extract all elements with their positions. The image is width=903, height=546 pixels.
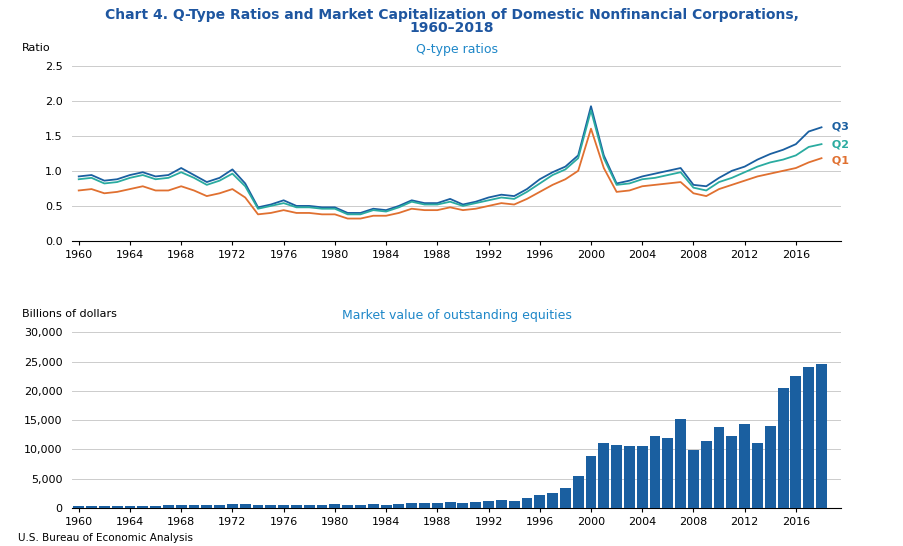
Bar (559, 488, 570, 508)
Text: 1960–2018: 1960–2018 (409, 21, 494, 35)
Text: Market value of outstanding equities: Market value of outstanding equities (341, 310, 571, 323)
Bar (777, 388, 787, 508)
Bar (175, 505, 186, 508)
Bar (150, 506, 161, 508)
Text: Ratio: Ratio (23, 43, 51, 53)
Bar (496, 500, 507, 508)
Bar (623, 446, 634, 508)
Bar (649, 436, 660, 508)
Bar (444, 502, 455, 508)
Bar (329, 505, 340, 508)
Bar (252, 505, 263, 508)
Bar (470, 502, 480, 508)
Bar (163, 505, 173, 508)
Bar (508, 501, 519, 508)
Bar (98, 506, 109, 508)
Bar (546, 492, 557, 508)
Bar (316, 505, 327, 508)
Bar (675, 419, 685, 508)
Text: Billions of dollars: Billions of dollars (23, 310, 117, 319)
Text: Q3: Q3 (827, 122, 848, 132)
Bar (239, 504, 250, 508)
Bar (73, 506, 84, 508)
Bar (368, 505, 378, 508)
Bar (598, 443, 609, 508)
Text: Q2: Q2 (827, 139, 848, 149)
Bar (380, 505, 391, 508)
Bar (789, 376, 800, 508)
Bar (712, 427, 723, 508)
Bar (303, 505, 314, 508)
Bar (636, 446, 647, 508)
Bar (726, 436, 737, 508)
Bar (189, 505, 200, 508)
Bar (585, 456, 596, 508)
Bar (393, 504, 404, 508)
Bar (355, 505, 366, 508)
Bar (265, 505, 276, 508)
Bar (482, 501, 493, 508)
Bar (534, 496, 545, 508)
Bar (125, 506, 135, 508)
Bar (662, 437, 673, 508)
Bar (227, 504, 237, 508)
Bar (815, 365, 826, 508)
Bar (521, 498, 532, 508)
Text: U.S. Bureau of Economic Analysis: U.S. Bureau of Economic Analysis (18, 532, 193, 543)
Bar (573, 476, 583, 508)
Bar (700, 441, 711, 508)
Bar (803, 367, 814, 508)
Bar (764, 426, 775, 508)
Bar (278, 505, 289, 508)
Bar (201, 505, 212, 508)
Bar (291, 505, 302, 508)
Bar (739, 424, 749, 508)
Bar (687, 450, 698, 508)
Bar (457, 503, 468, 508)
Text: Chart 4. Q-Type Ratios and Market Capitalization of Domestic Nonfinancial Corpor: Chart 4. Q-Type Ratios and Market Capita… (105, 8, 798, 22)
Text: Q-type ratios: Q-type ratios (415, 43, 497, 56)
Bar (86, 506, 97, 508)
Bar (751, 443, 762, 508)
Bar (137, 506, 148, 508)
Bar (610, 445, 621, 508)
Bar (112, 506, 123, 508)
Bar (405, 503, 416, 508)
Bar (419, 503, 430, 508)
Text: Q1: Q1 (827, 156, 848, 166)
Bar (214, 505, 225, 508)
Bar (432, 503, 442, 508)
Bar (342, 505, 353, 508)
